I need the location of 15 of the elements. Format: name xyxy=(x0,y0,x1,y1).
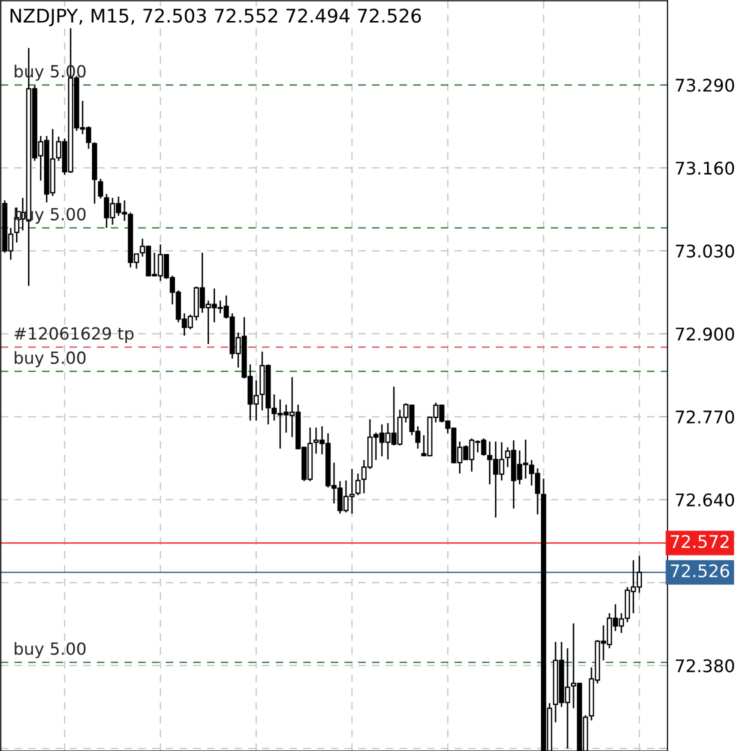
y-tick-label: 73.290 xyxy=(676,78,734,92)
candlestick xyxy=(355,472,361,496)
ref-line-label: buy 5.00 xyxy=(14,351,86,368)
y-tick-label: 72.640 xyxy=(676,493,734,506)
y-tick-label: 73.030 xyxy=(676,244,734,258)
ref-line-label: 72.572 xyxy=(670,534,729,548)
y-tick-label: 72.770 xyxy=(676,410,734,424)
candlestick xyxy=(98,178,104,200)
chart-title: NZDJPY, M15, 72.503 72.552 72.494 72.526 xyxy=(10,8,421,26)
y-tick-label: 72.380 xyxy=(676,659,734,672)
y-tick-label: 73.160 xyxy=(676,162,734,175)
ref-line-label: 72.526 xyxy=(670,564,730,578)
ref-line-label: #12061629 tp xyxy=(14,327,134,343)
ref-line-label: buy 5.00 xyxy=(14,642,86,658)
y-tick-label: 72.900 xyxy=(676,327,734,341)
